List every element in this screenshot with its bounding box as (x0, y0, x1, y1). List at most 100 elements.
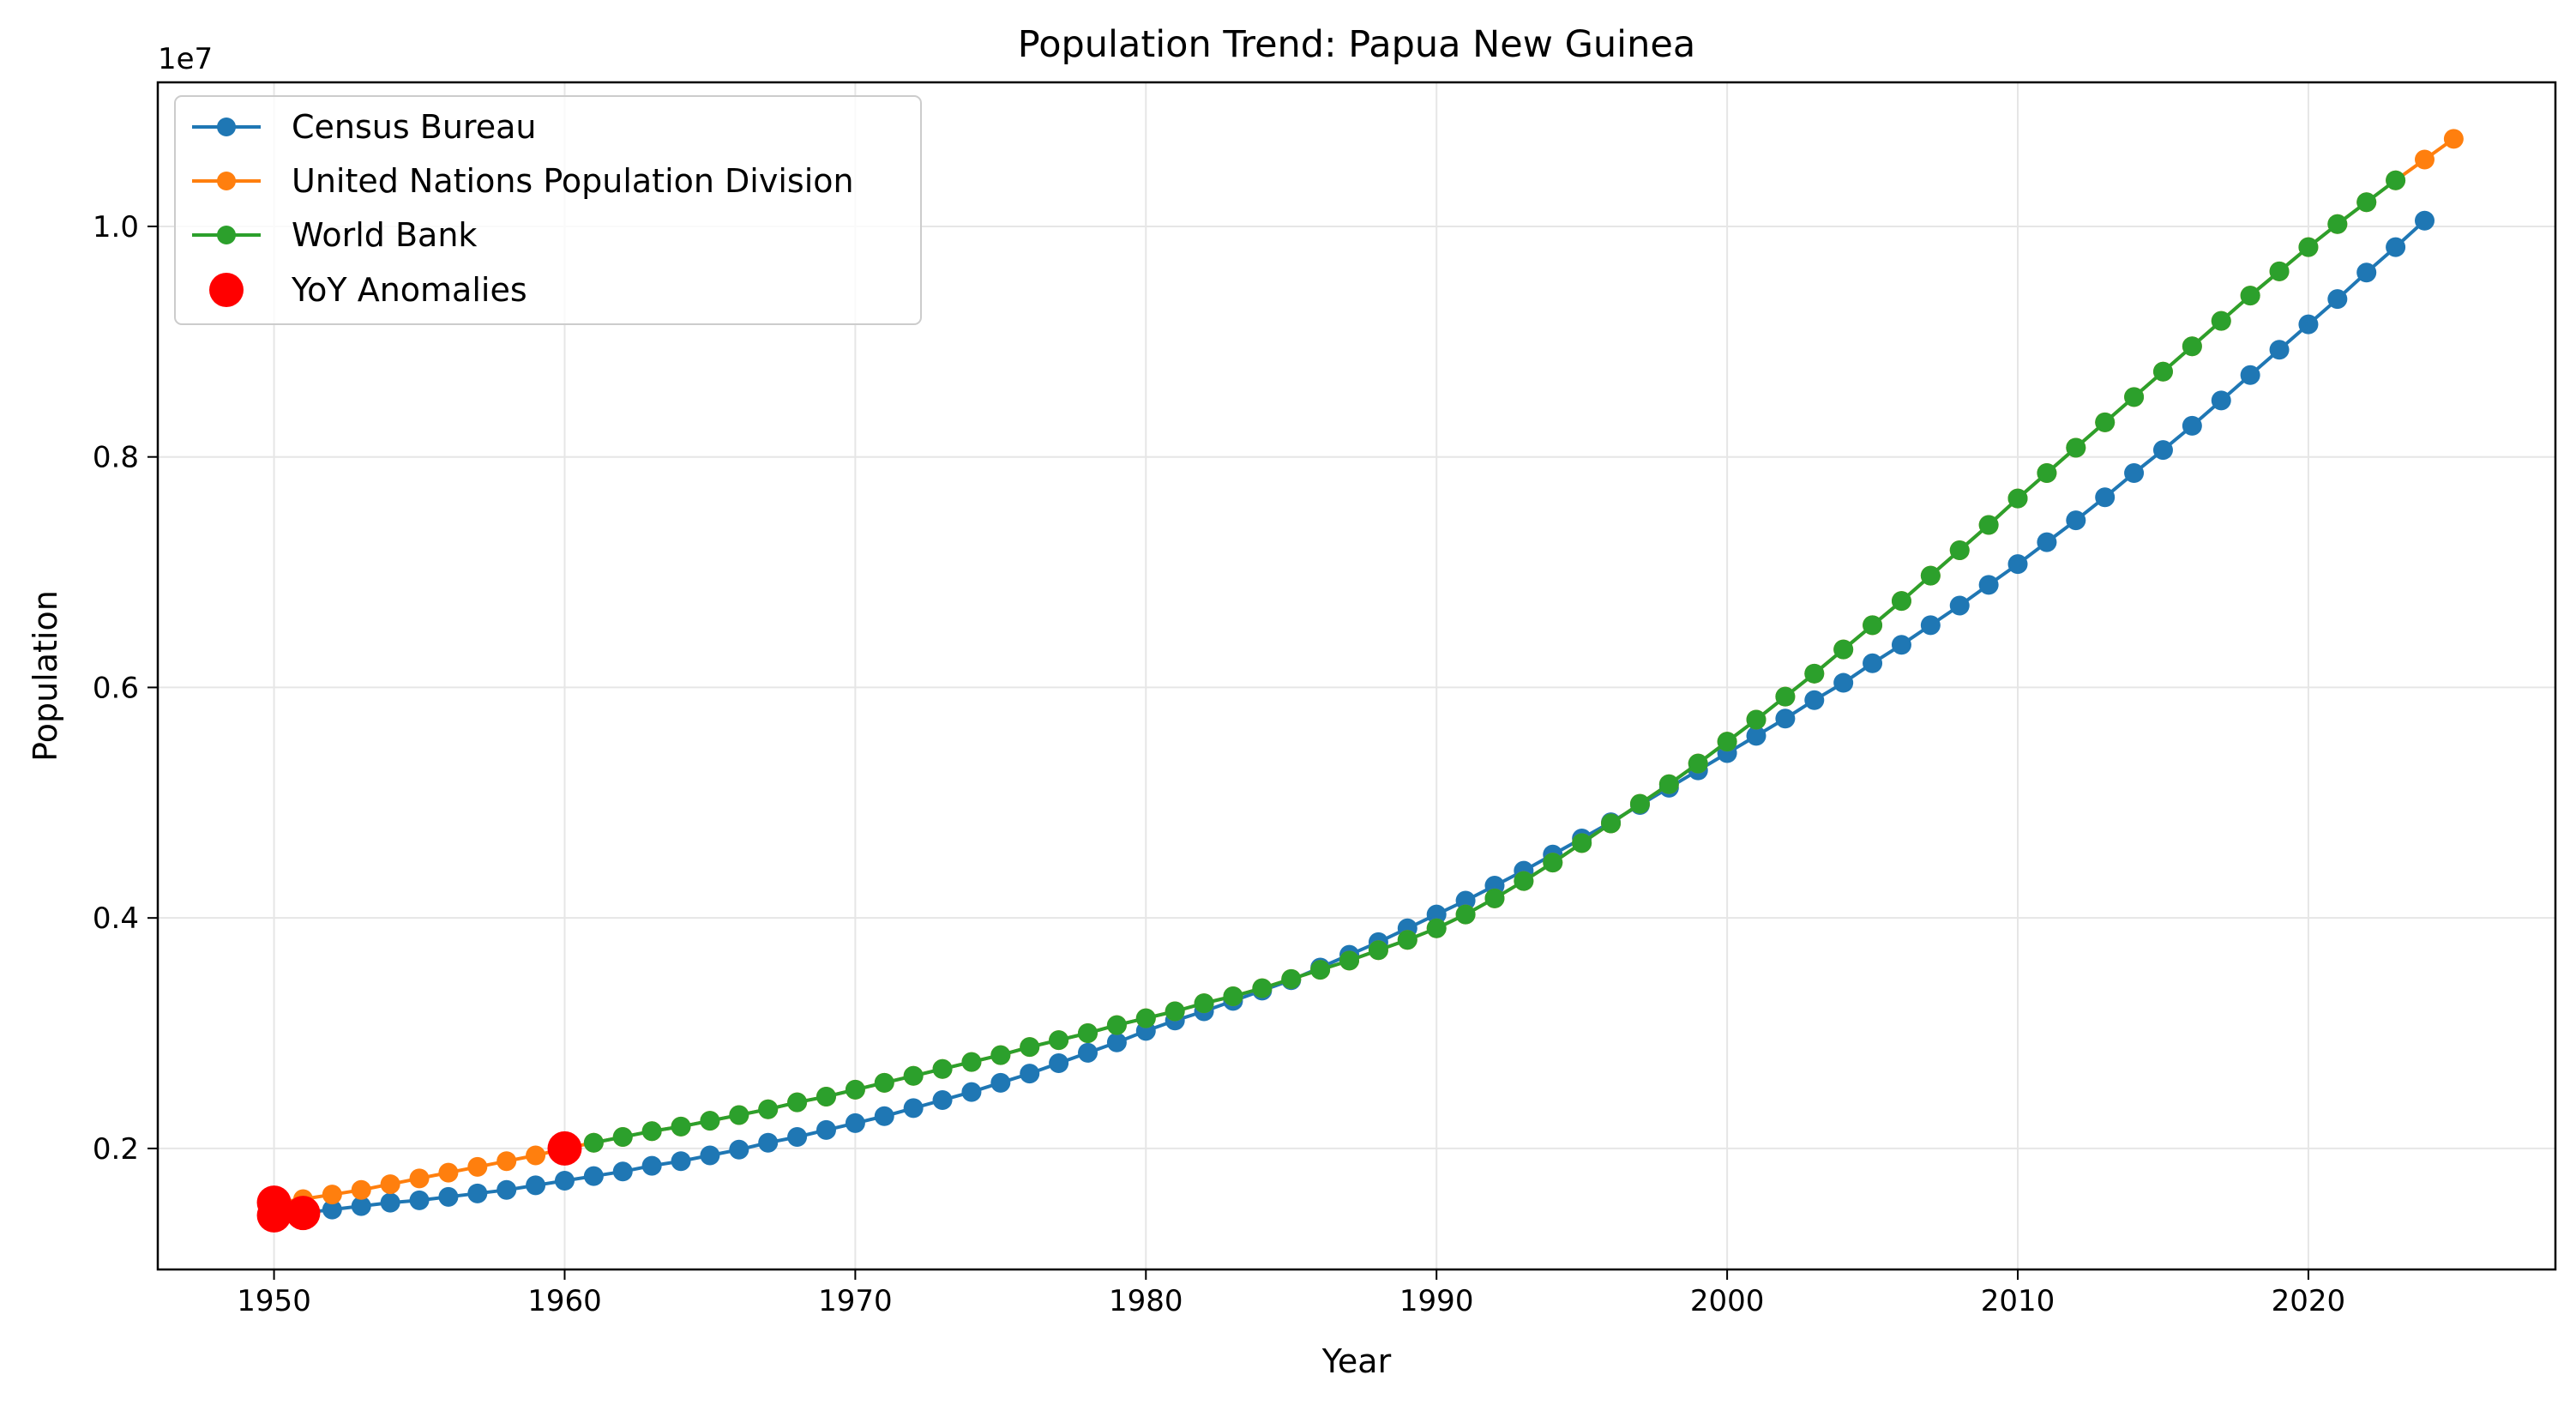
data-point-united-nations-population-division (351, 1179, 371, 1200)
x-tick-label: 2020 (2272, 1284, 2346, 1318)
data-point-census-bureau (1978, 575, 1999, 595)
legend-label-yoy-anomalies: YoY Anomalies (291, 271, 527, 309)
data-point-world-bank (2240, 286, 2260, 306)
data-point-world-bank (641, 1121, 662, 1142)
series-layer (256, 129, 2464, 1233)
data-point-world-bank (1629, 793, 1650, 814)
x-tick-label: 1970 (818, 1284, 893, 1318)
data-point-united-nations-population-division (497, 1151, 517, 1172)
data-point-census-bureau (467, 1183, 488, 1203)
data-point-world-bank (2182, 336, 2202, 357)
data-point-world-bank (2124, 387, 2145, 407)
y-tick-label: 0.2 (93, 1132, 139, 1167)
data-point-census-bureau (1020, 1064, 1040, 1084)
x-tick-label: 1990 (1399, 1284, 1474, 1318)
x-tick-label: 1950 (237, 1284, 311, 1318)
data-point-census-bureau (1804, 690, 1825, 710)
data-point-census-bureau (2240, 365, 2260, 385)
data-point-census-bureau (641, 1155, 662, 1176)
data-point-census-bureau (1863, 653, 1883, 673)
data-point-census-bureau (729, 1139, 749, 1160)
legend-marker-census-bureau (217, 118, 236, 136)
data-point-world-bank (700, 1111, 720, 1131)
y-tick-label: 1.0 (93, 210, 139, 244)
data-point-census-bureau (2007, 554, 2028, 575)
data-point-census-bureau (1891, 635, 1911, 655)
data-point-united-nations-population-division (2443, 129, 2464, 149)
legend-label-census-bureau: Census Bureau (292, 108, 536, 146)
legend-entry-census-bureau: Census Bureau (192, 108, 536, 146)
data-point-world-bank (990, 1045, 1011, 1065)
data-point-world-bank (1106, 1015, 1127, 1035)
data-point-world-bank (1688, 753, 1708, 774)
data-point-world-bank (1978, 515, 1999, 535)
data-point-world-bank (1484, 888, 1505, 908)
data-point-census-bureau (1746, 726, 1766, 746)
axis-ticks: 1950 1960 1970 1980 1990 2000 2010 2020 0.2 0.4 0.… (93, 210, 2345, 1318)
data-point-census-bureau (1949, 595, 1970, 616)
data-point-census-bureau (2152, 440, 2173, 461)
legend-marker-world-bank (217, 226, 236, 244)
data-point-world-bank (845, 1079, 865, 1100)
legend-entry-world-bank: World Bank (192, 216, 477, 254)
data-point-census-bureau (816, 1119, 836, 1140)
legend-entry-un-population-division: United Nations Population Division (192, 162, 854, 200)
data-point-census-bureau (2386, 237, 2406, 257)
y-tick-label: 0.8 (93, 441, 139, 475)
x-axis-label: Year (1321, 1342, 1392, 1380)
data-point-world-bank (1252, 978, 1273, 998)
data-point-world-bank (2386, 170, 2406, 190)
data-point-census-bureau (671, 1151, 691, 1172)
data-point-census-bureau (2095, 487, 2116, 508)
data-point-census-bureau (2037, 532, 2057, 552)
x-tick-label: 1960 (527, 1284, 602, 1318)
data-point-world-bank (1281, 968, 1302, 989)
data-point-census-bureau (554, 1171, 575, 1191)
data-point-census-bureau (1049, 1052, 1069, 1073)
legend-marker-yoy-anomalies (209, 273, 244, 307)
data-point-united-nations-population-division (2414, 149, 2435, 170)
data-point-world-bank (2095, 412, 2116, 432)
data-point-united-nations-population-division (438, 1162, 459, 1183)
data-point-census-bureau (1455, 890, 1476, 911)
plot-frame (156, 81, 2557, 1271)
x-tick-label: 2000 (1690, 1284, 1765, 1318)
data-point-world-bank (2152, 361, 2173, 382)
data-point-census-bureau (497, 1179, 517, 1200)
data-point-world-bank (1368, 940, 1388, 961)
anomaly-point (256, 1197, 292, 1233)
data-point-census-bureau (2182, 415, 2202, 436)
data-point-census-bureau (2414, 210, 2435, 231)
data-point-census-bureau (961, 1082, 982, 1102)
data-point-census-bureau (1920, 615, 1941, 636)
data-point-census-bureau (700, 1145, 720, 1166)
data-point-census-bureau (1426, 904, 1447, 925)
data-point-world-bank (1949, 540, 1970, 561)
y-tick-label: 0.4 (93, 901, 139, 936)
data-point-world-bank (816, 1086, 836, 1107)
data-point-census-bureau (526, 1175, 546, 1196)
data-point-census-bureau (787, 1126, 808, 1147)
data-point-united-nations-population-division (380, 1174, 400, 1195)
data-point-world-bank (903, 1065, 924, 1086)
data-point-world-bank (1717, 732, 1737, 752)
data-point-world-bank (1165, 1001, 1185, 1022)
legend-label-world-bank: World Bank (292, 216, 477, 254)
data-point-world-bank (1833, 639, 1854, 660)
data-point-world-bank (671, 1116, 691, 1137)
data-point-world-bank (1049, 1030, 1069, 1051)
data-point-census-bureau (990, 1072, 1011, 1093)
data-point-world-bank (1746, 709, 1766, 730)
data-point-united-nations-population-division (526, 1145, 546, 1166)
data-point-world-bank (874, 1072, 894, 1093)
data-point-census-bureau (2269, 340, 2290, 360)
data-point-census-bureau (2356, 262, 2377, 283)
legend-entry-yoy-anomalies: YoY Anomalies (209, 271, 527, 309)
data-point-census-bureau (1078, 1042, 1098, 1063)
x-tick-label: 2010 (1981, 1284, 2055, 1318)
data-point-world-bank (583, 1132, 604, 1153)
data-point-world-bank (2211, 311, 2231, 331)
data-point-world-bank (758, 1099, 779, 1119)
